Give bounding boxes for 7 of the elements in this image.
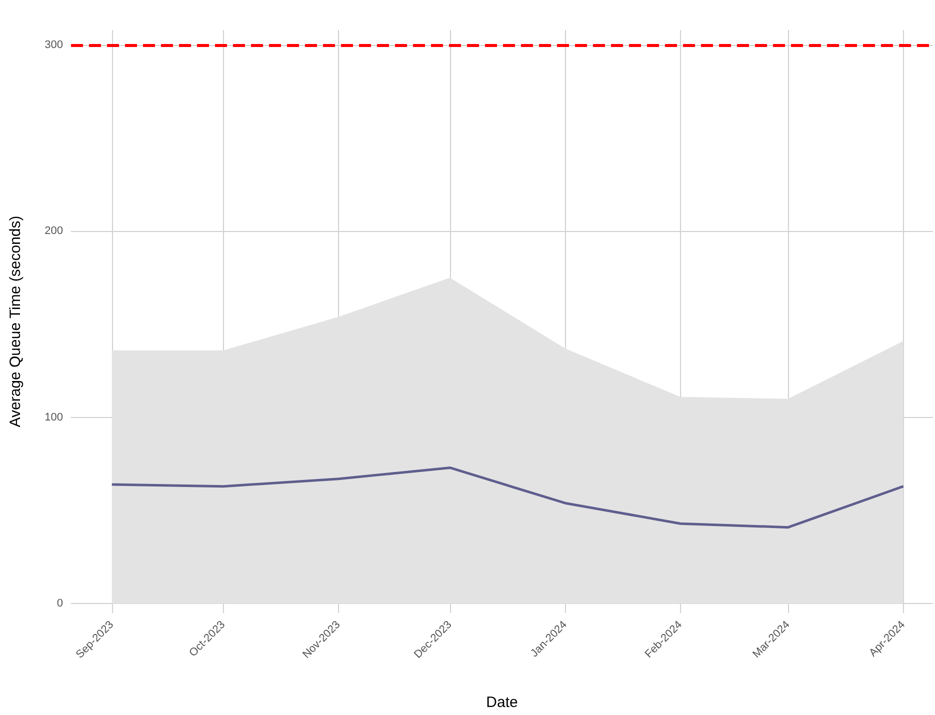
y-axis-title: Average Queue Time (seconds) [7,216,24,428]
x-axis-title: Date [486,694,518,711]
y-tick-label: 300 [44,38,63,51]
y-tick-label: 100 [44,411,63,424]
y-tick-label: 200 [44,225,63,238]
y-tick-label: 0 [56,598,63,610]
line-series [110,466,905,529]
